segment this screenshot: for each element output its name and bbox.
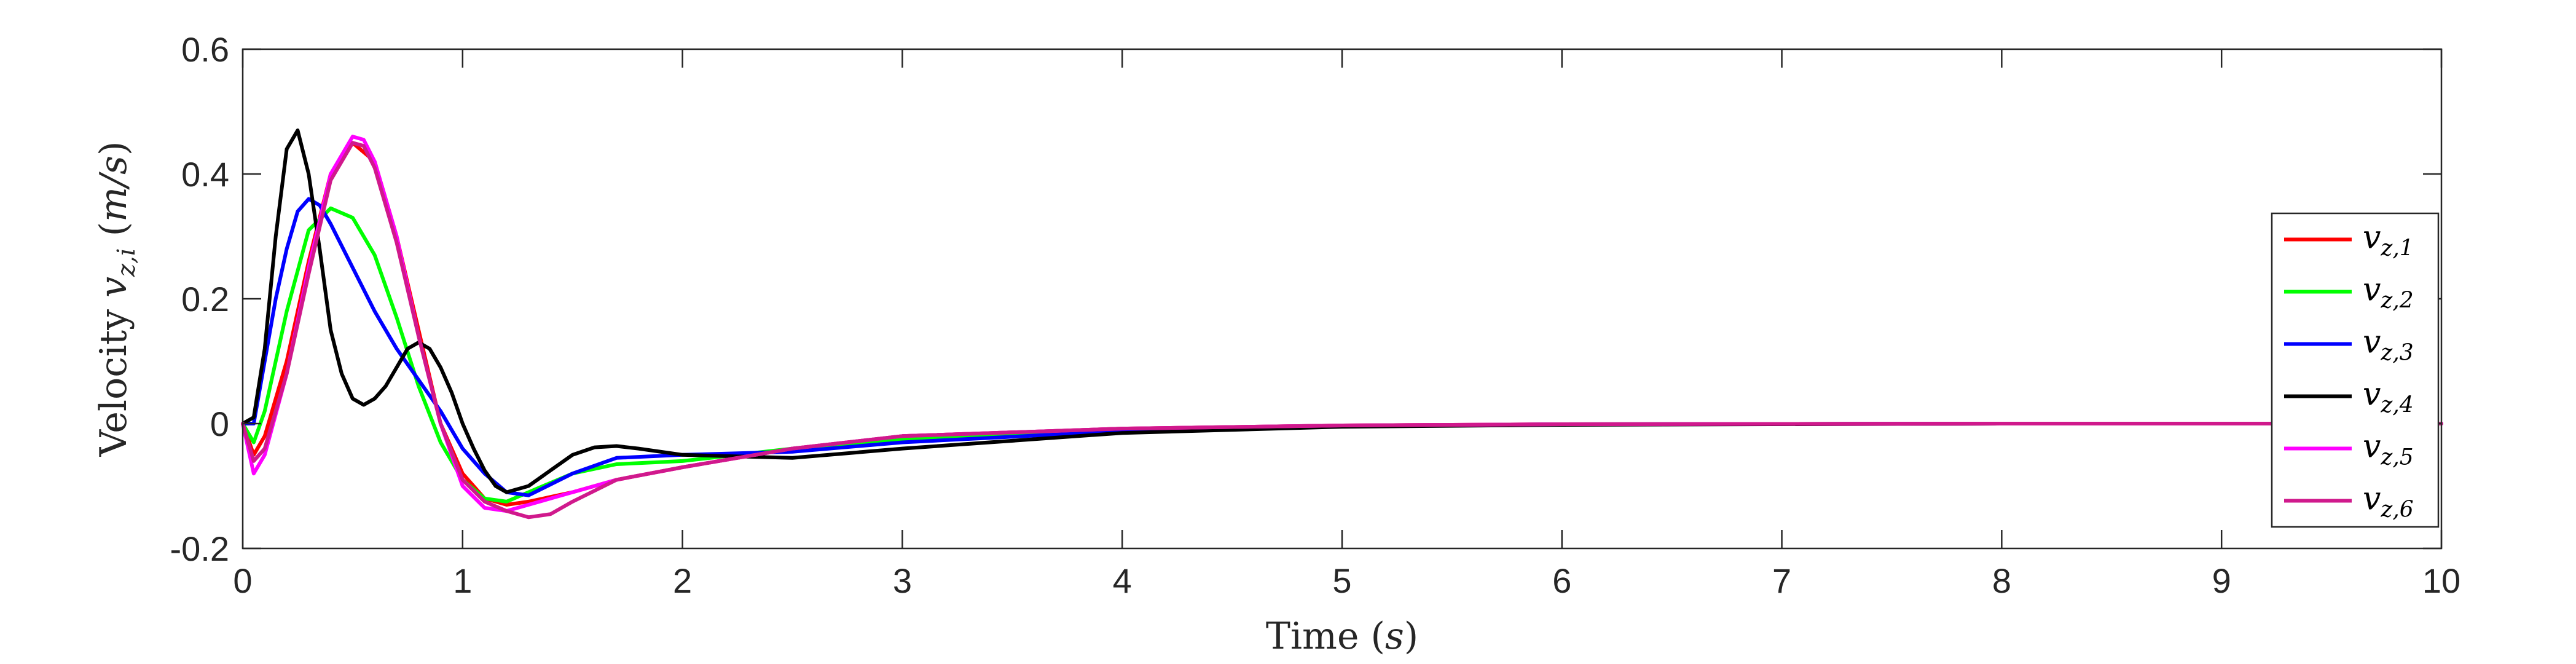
x-tick-label: 3 [893,561,912,600]
x-tick-label: 1 [453,561,472,600]
legend-label-6: vz,6 [2363,481,2414,523]
y-axis-label: Velocity vz,i (m/s) [92,141,141,457]
x-tick-label: 8 [1992,561,2011,600]
series-line-3 [241,197,2443,497]
tick-layer: 0 1 2 3 4 5 6 7 8 9 10-0.200.20.40.6 [170,30,2461,600]
series-line-6 [241,141,2443,520]
y-tick-label: 0.2 [181,280,229,318]
y-tick-label: 0.4 [181,155,229,194]
series-line-4 [241,128,2443,494]
x-tick-label: 4 [1113,561,1132,600]
x-tick-label: 7 [1772,561,1791,600]
x-tick-label: 2 [673,561,692,600]
legend-label-5: vz,5 [2363,429,2414,470]
y-tick-label: 0.6 [181,30,229,69]
x-axis-label: Time (s) [1266,615,1418,658]
x-tick-label: 6 [1552,561,1571,600]
legend-label-4: vz,4 [2363,376,2414,418]
legend-label-1: vz,1 [2363,219,2414,261]
x-tick-label: 9 [2212,561,2231,600]
y-tick-label: -0.2 [170,529,230,568]
legend: vz,1 vz,2 vz,3 vz,4 vz,5 vz,6 [2271,212,2440,528]
legend-box [2271,212,2440,528]
legend-label-2: vz,2 [2363,272,2414,314]
y-tick-label: 0 [210,405,229,443]
x-tick-label: 0 [233,561,252,600]
legend-label-3: vz,3 [2363,324,2414,366]
x-tick-label: 10 [2422,561,2460,600]
x-tick-label: 5 [1332,561,1351,600]
axis-label-layer: Time (s) Velocity vz,i (m/s) [92,141,1418,658]
series-layer [241,128,2443,520]
